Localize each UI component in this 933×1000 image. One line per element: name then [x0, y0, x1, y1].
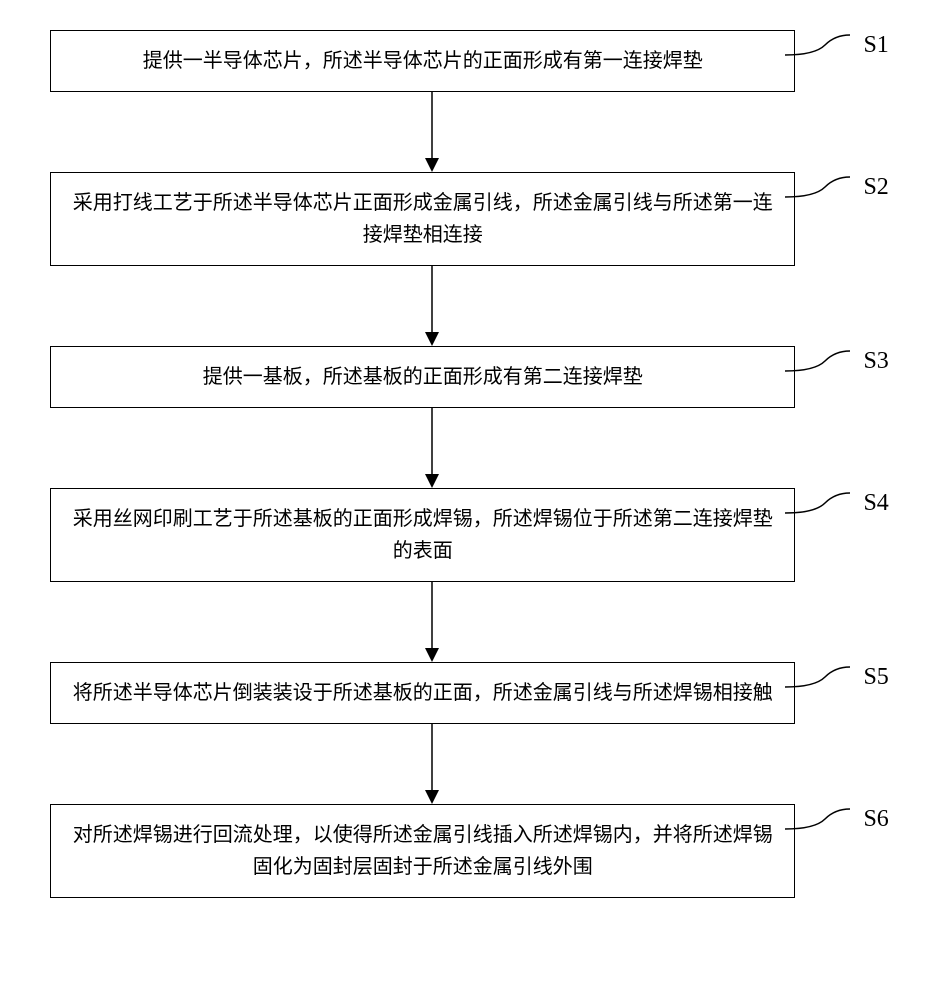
step-row: 对所述焊锡进行回流处理，以使得所述金属引线插入所述焊锡内，并将所述焊锡固化为固封…: [20, 804, 913, 898]
arrow-down-icon: [417, 408, 447, 488]
step-box-s2: 采用打线工艺于所述半导体芯片正面形成金属引线，所述金属引线与所述第一连接焊垫相连…: [50, 172, 795, 266]
label-curve-icon: [785, 662, 865, 712]
flowchart-container: 提供一半导体芯片，所述半导体芯片的正面形成有第一连接焊垫 S1 采用打线工艺于所…: [20, 30, 913, 898]
step-box-s4: 采用丝网印刷工艺于所述基板的正面形成焊锡，所述焊锡位于所述第二连接焊垫的表面: [50, 488, 795, 582]
step-text: 采用丝网印刷工艺于所述基板的正面形成焊锡，所述焊锡位于所述第二连接焊垫的表面: [73, 508, 773, 562]
arrow-wrap: [0, 266, 878, 346]
step-row: 提供一基板，所述基板的正面形成有第二连接焊垫 S3: [20, 346, 913, 408]
label-curve-icon: [785, 804, 865, 854]
arrow-down-icon: [417, 266, 447, 346]
step-row: 采用打线工艺于所述半导体芯片正面形成金属引线，所述金属引线与所述第一连接焊垫相连…: [20, 172, 913, 266]
step-label: S5: [863, 664, 888, 691]
label-curve-icon: [785, 172, 865, 222]
step-box-s5: 将所述半导体芯片倒装装设于所述基板的正面，所述金属引线与所述焊锡相接触: [50, 662, 795, 724]
arrow-down-icon: [417, 582, 447, 662]
arrow-wrap: [0, 724, 878, 804]
label-curve-icon: [785, 488, 865, 538]
step-row: 提供一半导体芯片，所述半导体芯片的正面形成有第一连接焊垫 S1: [20, 30, 913, 92]
step-text: 将所述半导体芯片倒装装设于所述基板的正面，所述金属引线与所述焊锡相接触: [73, 682, 773, 704]
step-box-s6: 对所述焊锡进行回流处理，以使得所述金属引线插入所述焊锡内，并将所述焊锡固化为固封…: [50, 804, 795, 898]
step-row: 采用丝网印刷工艺于所述基板的正面形成焊锡，所述焊锡位于所述第二连接焊垫的表面 S…: [20, 488, 913, 582]
arrow-down-icon: [417, 724, 447, 804]
step-row: 将所述半导体芯片倒装装设于所述基板的正面，所述金属引线与所述焊锡相接触 S5: [20, 662, 913, 724]
step-text: 对所述焊锡进行回流处理，以使得所述金属引线插入所述焊锡内，并将所述焊锡固化为固封…: [73, 824, 773, 878]
step-label: S4: [863, 490, 888, 517]
step-text: 提供一半导体芯片，所述半导体芯片的正面形成有第一连接焊垫: [143, 50, 703, 72]
step-text: 采用打线工艺于所述半导体芯片正面形成金属引线，所述金属引线与所述第一连接焊垫相连…: [73, 192, 773, 246]
step-label: S6: [863, 806, 888, 833]
step-box-s1: 提供一半导体芯片，所述半导体芯片的正面形成有第一连接焊垫: [50, 30, 795, 92]
step-label: S2: [863, 174, 888, 201]
step-box-s3: 提供一基板，所述基板的正面形成有第二连接焊垫: [50, 346, 795, 408]
label-curve-icon: [785, 346, 865, 396]
label-curve-icon: [785, 30, 865, 80]
step-label: S3: [863, 348, 888, 375]
step-text: 提供一基板，所述基板的正面形成有第二连接焊垫: [203, 366, 643, 388]
step-label: S1: [863, 32, 888, 59]
arrow-down-icon: [417, 92, 447, 172]
arrow-wrap: [0, 408, 878, 488]
arrow-wrap: [0, 92, 878, 172]
arrow-wrap: [0, 582, 878, 662]
